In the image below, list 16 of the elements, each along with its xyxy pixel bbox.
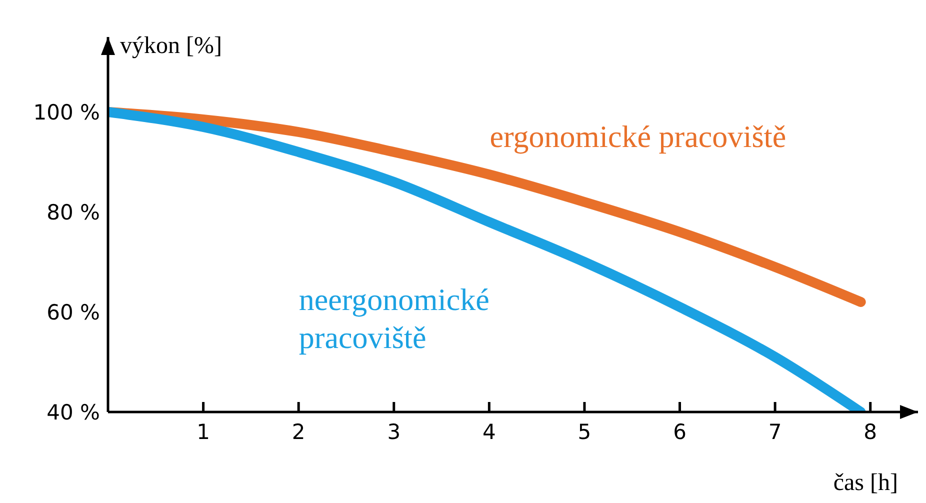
- y-tick-label: 60 %: [46, 300, 100, 324]
- y-tick-label: 80 %: [46, 200, 100, 224]
- x-tick-label: 7: [768, 420, 782, 444]
- x-tick-label: 6: [673, 420, 686, 444]
- y-tick-label: 40 %: [46, 400, 100, 424]
- x-tick-label: 2: [292, 420, 306, 444]
- series-label: ergonomické pracoviště: [490, 119, 786, 154]
- x-axis-title: čas [h]: [833, 470, 898, 496]
- x-tick-label: 3: [387, 420, 401, 444]
- x-tick-label: 5: [578, 420, 592, 444]
- series-label: neergonomické pracoviště: [298, 282, 490, 355]
- y-tick-label: 100 %: [33, 100, 100, 124]
- x-tick-label: 4: [482, 420, 496, 444]
- y-axis-title: výkon [%]: [120, 33, 222, 59]
- x-tick-label: 1: [196, 420, 210, 444]
- x-tick-label: 8: [864, 420, 878, 444]
